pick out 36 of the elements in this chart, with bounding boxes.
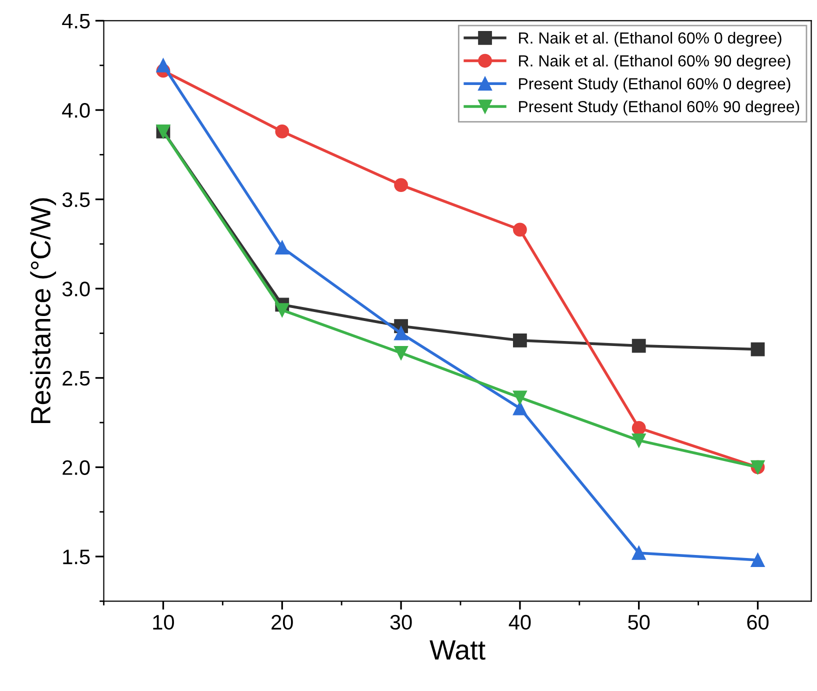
x-tick-label: 40 — [508, 614, 531, 630]
y-tick-label: 3.0 — [62, 282, 90, 296]
point — [156, 58, 170, 72]
legend-label: R. Naik et al. (Ethanol 60% 90 degree) — [519, 54, 790, 70]
x-axis-title: Watt — [430, 640, 486, 660]
point — [394, 346, 408, 360]
x-tick-label: 20 — [272, 614, 293, 630]
y-tick-label: 2.5 — [62, 370, 90, 386]
point — [513, 390, 527, 405]
x-tick-label: 60 — [747, 614, 769, 630]
x-tick-label: 10 — [153, 614, 174, 630]
y-tick-label: 4.0 — [62, 103, 90, 118]
point — [513, 222, 527, 237]
legend-label: Present Study (Ethanol 60% 90 degree) — [519, 100, 800, 116]
point — [513, 333, 527, 348]
point — [632, 433, 646, 448]
point — [275, 124, 290, 138]
point — [750, 342, 765, 356]
y-tick-label: 4.5 — [62, 14, 90, 28]
x-tick-label: 50 — [628, 614, 650, 630]
point — [513, 401, 527, 416]
point — [750, 553, 765, 568]
y-tick-label: 1.5 — [63, 550, 90, 564]
point — [632, 546, 646, 560]
legend-label: R. Naik et al. (Ethanol 60% 0 degree) — [519, 32, 782, 47]
point — [275, 240, 290, 254]
y-axis-title: Resistance (°C/W) — [30, 198, 56, 424]
y-tick-label: 3.5 — [62, 192, 90, 208]
point — [394, 178, 408, 192]
y-tick-label: 2.0 — [62, 460, 90, 475]
point — [394, 326, 408, 340]
x-tick-label: 30 — [390, 614, 412, 630]
point — [275, 303, 290, 317]
legend-label: Present Study (Ethanol 60% 0 degree) — [519, 78, 790, 93]
point — [632, 338, 646, 353]
point — [632, 420, 646, 435]
